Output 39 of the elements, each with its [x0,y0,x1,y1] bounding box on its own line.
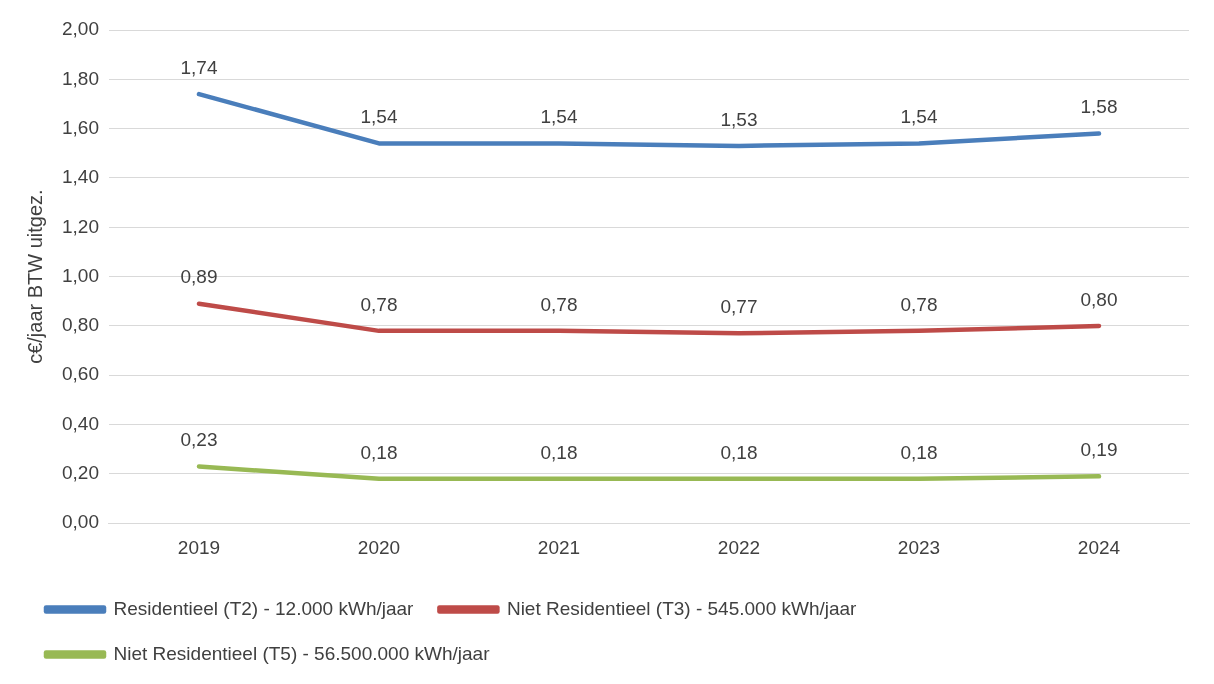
y-axis-title: c€/jaar BTW uitgez. [23,189,46,364]
data-label: 0,89 [180,266,218,288]
x-tick-label: 2020 [357,536,401,558]
data-label: 0,18 [360,441,398,463]
legend-label: Niet Residentieel (T3) - 545.000 kWh/jaar [506,597,858,619]
data-label: 1,54 [900,106,938,128]
y-tick-label: 1,00 [62,264,99,286]
y-tick-label: 0,80 [62,314,99,336]
y-tick-label: 1,40 [62,166,99,188]
x-tick-label: 2024 [1077,536,1121,558]
data-label: 1,53 [720,108,758,130]
legend-label: Niet Residentieel (T5) - 56.500.000 kWh/jaar [113,642,491,664]
data-label: 0,19 [1080,439,1118,461]
x-tick-label: 2022 [717,536,761,558]
data-label: 1,54 [540,106,578,128]
x-tick-label: 2019 [177,536,221,558]
x-tick-label: 2021 [537,536,581,558]
y-tick-label: 0,40 [62,412,99,434]
data-label: 0,77 [720,296,758,318]
y-tick-label: 0,60 [62,363,99,385]
data-label: 0,78 [540,293,578,315]
data-label: 0,18 [900,441,938,463]
data-label: 0,78 [360,293,398,315]
data-label: 0,23 [180,429,218,451]
data-label: 1,54 [360,106,398,128]
y-tick-label: 0,20 [62,462,99,484]
y-tick-label: 1,20 [62,215,99,237]
data-label: 1,58 [1080,96,1118,118]
data-label: 0,78 [900,293,938,315]
x-tick-label: 2023 [897,536,941,558]
y-tick-label: 1,60 [62,116,99,138]
data-label: 0,80 [1080,288,1118,310]
data-label: 1,74 [180,56,218,78]
data-label: 0,18 [540,441,578,463]
legend-label: Residentieel (T2) - 12.000 kWh/jaar [113,597,415,619]
y-tick-label: 0,00 [62,511,99,533]
y-tick-label: 2,00 [62,18,99,40]
y-tick-label: 1,80 [62,67,99,89]
data-label: 0,18 [720,441,758,463]
